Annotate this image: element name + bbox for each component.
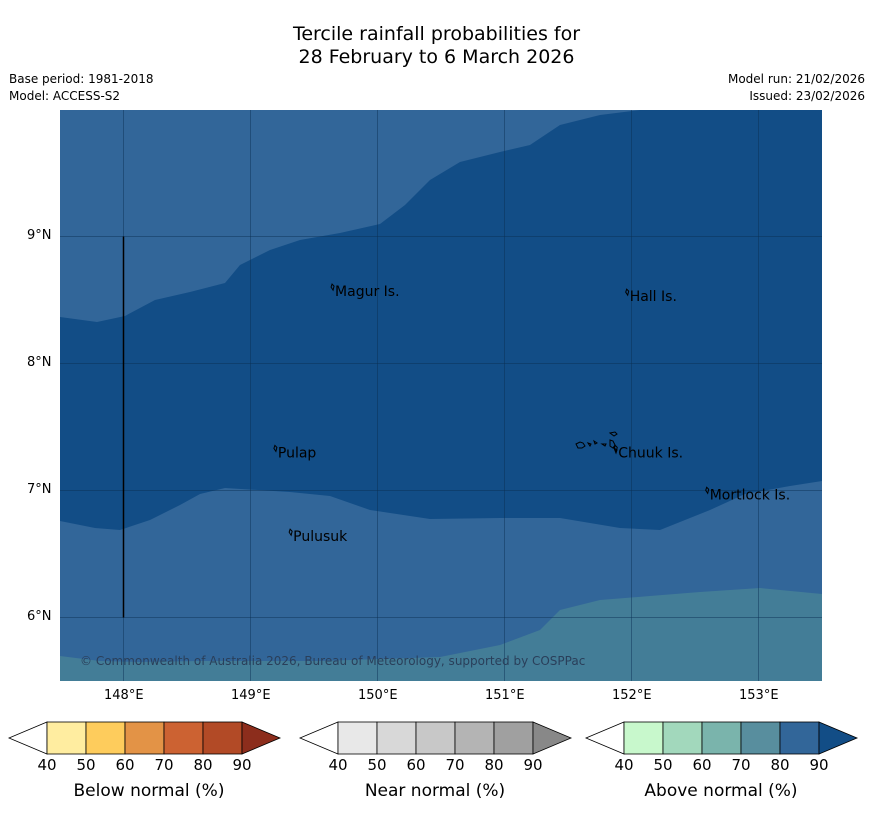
place-label: Pulusuk (293, 529, 348, 545)
place-marker (705, 486, 710, 495)
colorbars (7, 721, 859, 755)
place-marker (613, 444, 618, 453)
colorbar-tick-label: 90 (232, 756, 252, 774)
colorbar-tick-label: 80 (770, 756, 790, 774)
lon-tick: 152°E (612, 688, 652, 703)
colorbar-segment (85, 721, 126, 755)
colorbar-segment (337, 721, 378, 755)
lat-tick: 6°N (27, 609, 52, 624)
place-marker (273, 444, 278, 453)
colorbar-tick-label: 90 (809, 756, 829, 774)
colorbar-tick-label: 40 (37, 756, 57, 774)
issued-date: Issued: 23/02/2026 (749, 89, 865, 103)
lon-tick: 148°E (104, 688, 144, 703)
place-label: Mortlock Is. (710, 487, 790, 503)
lon-tick: 151°E (485, 688, 525, 703)
lon-tick: 153°E (739, 688, 779, 703)
colorbar-min-arrow (298, 721, 339, 755)
meta-left: Base period: 1981-2018 Model: ACCESS-S2 (9, 71, 154, 105)
colorbar-segment (202, 721, 243, 755)
colorbar-tick-label: 80 (193, 756, 213, 774)
colorbar-segment (701, 721, 742, 755)
colorbar-segment (415, 721, 456, 755)
colorbar-max-arrow (532, 721, 573, 755)
lat-tick: 7°N (27, 482, 52, 497)
colorbar-segment (779, 721, 820, 755)
colorbar-tick-label: 70 (154, 756, 174, 774)
colorbar-segment (376, 721, 417, 755)
gridlines (60, 110, 822, 681)
colorbar-tick-label: 70 (731, 756, 751, 774)
lat-tick: 9°N (27, 228, 52, 243)
model-name: Model: ACCESS-S2 (9, 89, 121, 103)
place-marker (625, 288, 630, 297)
colorbar-min-arrow (7, 721, 48, 755)
colorbar-tick-label: 60 (692, 756, 712, 774)
colorbar-segment (740, 721, 781, 755)
base-period: Base period: 1981-2018 (9, 72, 154, 86)
title-line-2: 28 February to 6 March 2026 (298, 46, 575, 68)
lon-tick: 150°E (358, 688, 398, 703)
place-marker (330, 283, 335, 292)
place-label: Magur Is. (335, 284, 400, 300)
colorbar-segment (163, 721, 204, 755)
colorbar-segment (662, 721, 703, 755)
place-marker (288, 528, 293, 537)
colorbar-below-label: Below normal (%) (73, 781, 225, 801)
lon-tick: 149°E (231, 688, 271, 703)
model-run: Model run: 21/02/2026 (727, 72, 865, 86)
colorbar-max-arrow (241, 721, 282, 755)
probability-band-90 (60, 110, 822, 530)
colorbar-segment (124, 721, 165, 755)
colorbar-tick-label: 60 (115, 756, 135, 774)
lat-tick: 8°N (27, 355, 52, 370)
colorbar-segment (493, 721, 534, 755)
colorbar-tick-label: 50 (76, 756, 96, 774)
colorbar-tick-label: 50 (367, 756, 387, 774)
colorbar-segment (46, 721, 87, 755)
colorbar-tick-label: 40 (614, 756, 634, 774)
place-label: Chuuk Is. (618, 445, 683, 461)
colorbar-tick-label: 90 (523, 756, 543, 774)
colorbar-max-arrow (818, 721, 859, 755)
copyright-text: © Commonwealth of Australia 2026, Bureau… (80, 654, 585, 668)
colorbar-segment (454, 721, 495, 755)
colorbar-tick-label: 50 (653, 756, 673, 774)
colorbar-tick-label: 70 (445, 756, 465, 774)
places-layer: Magur Is. Hall Is. Pulap Chuuk Is. Mortlock … (273, 283, 790, 545)
colorbar-tick-label: 60 (406, 756, 426, 774)
title-line-1: Tercile rainfall probabilities for (292, 23, 581, 45)
place-label: Hall Is. (630, 289, 677, 305)
meta-right: Model run: 21/02/2026 Issued: 23/02/2026 (728, 71, 865, 105)
colorbar-min-arrow (584, 721, 625, 755)
probability-band-70 (60, 588, 822, 681)
colorbar-tick-label: 80 (484, 756, 504, 774)
colorbar-tick-label: 40 (328, 756, 348, 774)
place-label: Pulap (278, 445, 317, 461)
colorbar-segment (623, 721, 664, 755)
colorbar-near-label: Near normal (%) (364, 781, 506, 801)
colorbar-above-label: Above normal (%) (644, 781, 798, 801)
